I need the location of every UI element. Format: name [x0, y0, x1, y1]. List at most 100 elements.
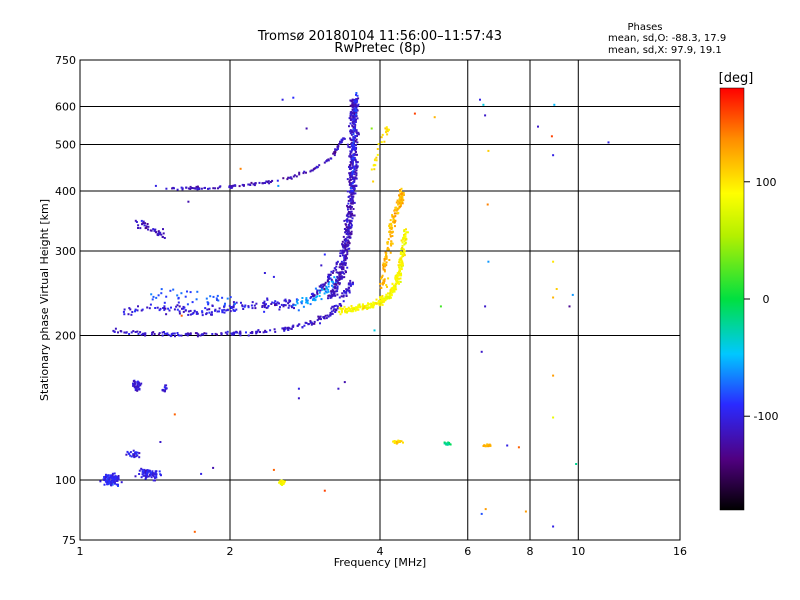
echo-point: [157, 333, 160, 336]
y-tick-label: 200: [55, 330, 76, 343]
echo-point: [384, 262, 387, 265]
echo-point: [352, 105, 355, 108]
echo-point: [288, 327, 291, 330]
echo-point: [232, 306, 235, 309]
echo-point: [327, 315, 330, 318]
echo-point: [342, 268, 345, 271]
echo-point: [189, 188, 192, 190]
echo-point: [137, 227, 139, 229]
echo-point: [320, 264, 323, 267]
echo-point: [313, 297, 316, 300]
echo-point: [350, 185, 353, 188]
echo-point: [381, 133, 384, 136]
echo-point: [370, 305, 373, 308]
echo-point: [350, 201, 353, 204]
echo-point: [178, 312, 181, 315]
echo-point: [141, 473, 144, 476]
echo-point: [311, 292, 314, 295]
echo-point: [343, 254, 346, 257]
echo-point: [151, 298, 154, 301]
echo-point: [345, 294, 348, 297]
echo-point: [378, 303, 381, 306]
echo-point: [352, 133, 355, 136]
echo-point: [186, 334, 189, 337]
echo-point: [132, 449, 135, 452]
echo-point: [262, 331, 265, 334]
echo-point: [187, 313, 190, 316]
echo-point: [395, 274, 398, 277]
echo-point: [153, 472, 156, 475]
echo-point: [186, 332, 189, 335]
echo-point: [249, 331, 252, 334]
echo-point: [352, 176, 355, 179]
echo-point: [305, 301, 308, 304]
echo-point: [375, 302, 378, 305]
echo-point: [394, 219, 397, 222]
echo-point: [161, 389, 164, 392]
echo-point: [344, 254, 347, 257]
echo-point: [110, 479, 113, 482]
echo-point: [132, 383, 135, 386]
echo-point: [405, 231, 408, 234]
echo-point: [335, 309, 338, 312]
echo-point: [325, 317, 328, 320]
echo-point: [338, 271, 341, 274]
echo-point: [144, 472, 147, 475]
echo-point: [163, 386, 166, 389]
echo-point: [353, 308, 356, 311]
echo-point: [342, 295, 345, 298]
echo-point: [329, 277, 332, 280]
echo-point: [212, 466, 215, 469]
echo-point: [385, 261, 388, 264]
echo-point: [349, 164, 352, 166]
echo-point: [330, 270, 333, 273]
echo-point: [347, 196, 350, 198]
echo-point: [361, 303, 364, 306]
echo-point: [164, 307, 167, 310]
echo-point: [349, 199, 352, 202]
echo-point: [398, 261, 401, 264]
echo-point: [280, 303, 283, 306]
echo-point: [400, 252, 403, 255]
echo-point: [129, 308, 132, 311]
echo-point: [171, 187, 174, 190]
echo-point: [201, 333, 204, 336]
echo-point: [401, 254, 404, 257]
echo-point: [393, 212, 396, 215]
echo-point: [254, 307, 257, 310]
echo-point: [356, 141, 359, 144]
echo-point: [127, 452, 130, 455]
echo-point: [332, 282, 335, 285]
colorbar-ticks: 100 0 -100: [744, 176, 778, 423]
echo-point: [352, 214, 355, 217]
echo-point: [207, 303, 210, 306]
echo-point: [402, 192, 405, 194]
echo-point: [399, 193, 402, 195]
echo-point: [333, 291, 336, 294]
y-tick-label: 500: [55, 139, 76, 152]
echo-point: [182, 310, 185, 313]
echo-point: [334, 283, 337, 285]
echo-point: [399, 267, 402, 270]
echo-point: [357, 97, 360, 100]
echo-point: [344, 239, 346, 241]
echo-point: [117, 475, 120, 477]
echo-point: [274, 304, 276, 307]
echo-point: [353, 178, 356, 181]
echo-point: [400, 256, 403, 259]
echo-point: [335, 268, 338, 271]
echo-point: [325, 291, 328, 294]
echo-point: [327, 281, 330, 283]
echo-point: [355, 172, 358, 175]
echo-point: [338, 143, 341, 145]
echo-point: [195, 185, 198, 188]
echo-point: [552, 154, 555, 157]
echo-point: [311, 169, 314, 172]
echo-point: [164, 332, 166, 335]
echo-point: [350, 166, 353, 169]
echo-point: [111, 483, 114, 486]
echo-point: [571, 293, 574, 296]
echo-point: [329, 274, 332, 276]
echo-point: [388, 295, 391, 298]
echo-point: [306, 302, 309, 305]
